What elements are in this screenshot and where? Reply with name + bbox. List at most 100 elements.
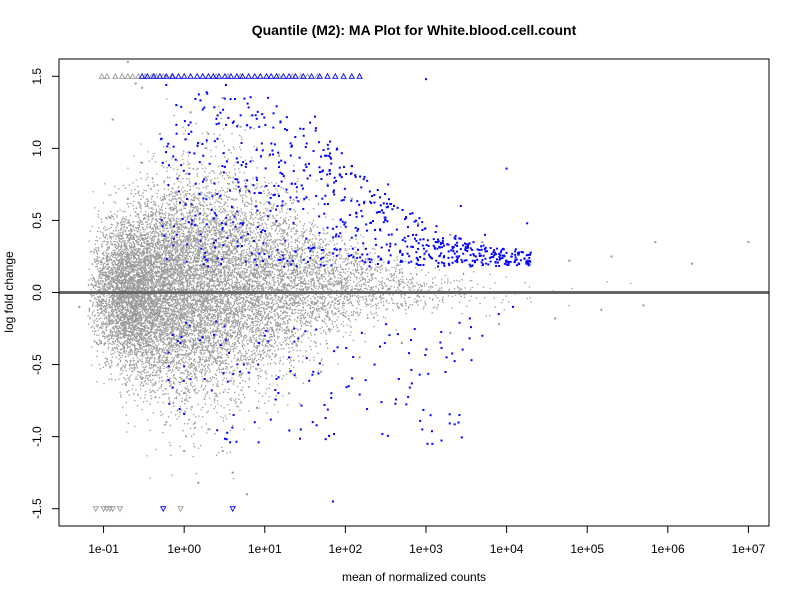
gray-point	[216, 318, 219, 320]
gray-point	[145, 361, 147, 364]
gray-point	[196, 338, 199, 340]
gray-point	[201, 192, 203, 194]
gray-point	[124, 312, 126, 315]
gray-point	[273, 279, 275, 281]
gray-point	[164, 321, 166, 323]
gray-point	[143, 246, 145, 248]
gray-point	[277, 251, 279, 253]
gray-point	[282, 274, 284, 276]
gray-point	[235, 321, 237, 324]
gray-point	[208, 281, 210, 283]
gray-point	[128, 277, 130, 279]
gray-point	[204, 368, 207, 370]
gray-point	[104, 229, 106, 231]
gray-point	[184, 251, 187, 254]
gray-point	[214, 392, 216, 395]
gray-point	[264, 371, 266, 374]
gray-point	[350, 273, 352, 275]
gray-point	[170, 320, 173, 322]
gray-point	[304, 262, 307, 264]
gray-point	[226, 256, 228, 258]
gray-point	[94, 259, 96, 261]
gray-point	[129, 233, 131, 236]
gray-point	[113, 343, 115, 345]
gray-point	[228, 363, 230, 365]
gray-point	[306, 288, 308, 290]
gray-point	[263, 308, 265, 310]
gray-point	[196, 245, 198, 248]
gray-point	[202, 378, 204, 380]
gray-point	[126, 431, 128, 433]
gray-point	[236, 297, 238, 299]
gray-point	[137, 283, 140, 285]
gray-point	[128, 351, 130, 353]
gray-point	[155, 303, 158, 305]
gray-point	[185, 399, 188, 401]
gray-point	[186, 407, 188, 410]
gray-point	[142, 276, 144, 279]
gray-point	[227, 308, 229, 310]
gray-point	[284, 263, 286, 265]
gray-point	[205, 305, 208, 307]
gray-point	[172, 260, 174, 262]
gray-point	[194, 250, 196, 252]
gray-point	[244, 345, 246, 347]
gray-point	[183, 423, 186, 425]
gray-point	[136, 352, 138, 354]
gray-point	[149, 280, 151, 282]
gray-point	[102, 294, 104, 296]
gray-point	[254, 317, 257, 320]
gray-point	[317, 256, 320, 259]
gray-point	[94, 207, 96, 209]
gray-point	[92, 330, 94, 332]
gray-point	[235, 161, 237, 164]
gray-point	[119, 221, 122, 224]
gray-point	[102, 331, 105, 333]
gray-point	[209, 274, 211, 277]
gray-point	[268, 331, 270, 333]
gray-point	[404, 308, 407, 311]
gray-point	[296, 274, 299, 276]
gray-point	[186, 239, 189, 241]
gray-point	[224, 272, 226, 274]
gray-point	[172, 195, 175, 197]
gray-point	[141, 251, 143, 254]
gray-point	[265, 223, 268, 226]
gray-point	[124, 210, 126, 213]
gray-point	[294, 223, 297, 226]
gray-point	[335, 281, 337, 283]
gray-point	[167, 342, 170, 344]
gray-point	[181, 244, 183, 246]
gray-point	[107, 255, 109, 258]
gray-point	[179, 383, 181, 385]
gray-point	[213, 309, 216, 311]
gray-point	[224, 309, 226, 311]
gray-point	[222, 287, 224, 289]
gray-point	[218, 360, 220, 362]
gray-point	[140, 223, 143, 226]
gray-point	[228, 313, 230, 315]
gray-point	[179, 203, 181, 205]
gray-point	[96, 306, 99, 308]
gray-point	[292, 304, 295, 307]
gray-point	[170, 353, 172, 356]
gray-point	[209, 397, 211, 399]
gray-point	[182, 341, 185, 343]
gray-point	[119, 282, 121, 284]
gray-point	[204, 226, 206, 228]
gray-point	[147, 203, 149, 205]
gray-point	[118, 297, 121, 299]
gray-point	[307, 241, 309, 244]
gray-point	[260, 234, 262, 237]
gray-point	[291, 303, 293, 305]
gray-point	[164, 336, 166, 338]
gray-point	[165, 327, 167, 329]
gray-point	[190, 226, 192, 228]
gray-point	[121, 354, 124, 357]
gray-point	[173, 287, 175, 290]
gray-point	[216, 454, 218, 456]
gray-point	[136, 239, 138, 241]
gray-point	[240, 402, 242, 404]
gray-point	[296, 294, 299, 296]
gray-point	[310, 268, 313, 270]
